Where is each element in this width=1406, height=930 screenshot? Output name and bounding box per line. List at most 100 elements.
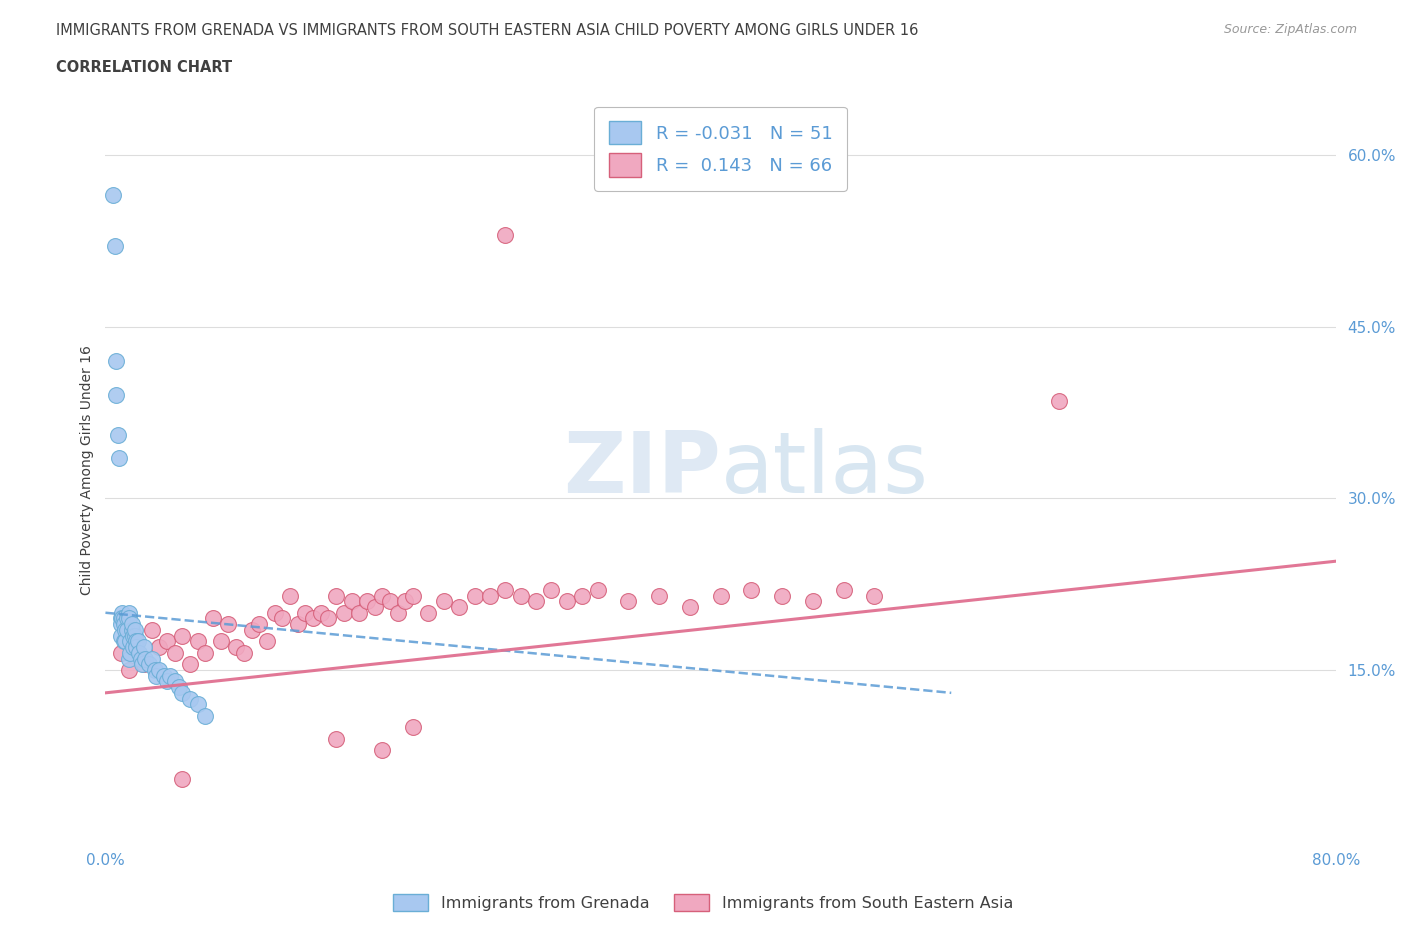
Point (371, 743, 394, 758)
Point (202, 611, 225, 626)
Point (148, 662, 170, 677)
Point (218, 617, 240, 631)
Point (801, 594, 824, 609)
Point (371, 588, 394, 603)
Point (114, 622, 136, 637)
Point (124, 628, 146, 643)
Legend: R = -0.031   N = 51, R =  0.143   N = 66: R = -0.031 N = 51, R = 0.143 N = 66 (595, 107, 846, 191)
Point (159, 669, 181, 684)
Point (110, 617, 132, 631)
Text: atlas: atlas (721, 428, 928, 512)
Point (402, 720, 425, 735)
Point (131, 657, 153, 671)
Point (287, 617, 309, 631)
Point (120, 645, 141, 660)
Point (108, 451, 131, 466)
Point (111, 611, 134, 626)
Point (356, 594, 378, 609)
Point (418, 605, 440, 620)
Point (172, 628, 194, 643)
Point (555, 594, 578, 609)
Point (832, 582, 855, 597)
Point (120, 634, 141, 649)
Point (571, 588, 593, 603)
Point (138, 657, 160, 671)
Text: IMMIGRANTS FROM GRENADA VS IMMIGRANTS FROM SOUTH EASTERN ASIA CHILD POVERTY AMON: IMMIGRANTS FROM GRENADA VS IMMIGRANTS FR… (56, 23, 918, 38)
Point (172, 685, 194, 700)
Point (187, 697, 209, 711)
Point (378, 594, 401, 609)
Point (112, 634, 135, 649)
Point (586, 582, 609, 597)
Point (129, 651, 152, 666)
Point (117, 662, 139, 677)
Point (179, 691, 201, 706)
Point (122, 628, 145, 643)
Point (148, 640, 170, 655)
Point (172, 771, 194, 786)
Point (121, 617, 143, 631)
Point (494, 228, 516, 243)
Point (333, 605, 356, 620)
Point (194, 709, 217, 724)
Point (402, 588, 425, 603)
Point (302, 611, 325, 626)
Point (112, 617, 135, 631)
Point (110, 628, 132, 643)
Point (132, 640, 155, 655)
Point (124, 622, 146, 637)
Point (540, 582, 562, 597)
Point (105, 388, 128, 403)
Point (156, 674, 179, 689)
Text: CORRELATION CHART: CORRELATION CHART (56, 60, 232, 75)
Point (271, 611, 294, 626)
Point (1047, 393, 1070, 408)
Point (464, 588, 486, 603)
Point (163, 674, 186, 689)
Point (115, 611, 138, 626)
Point (278, 588, 301, 603)
Point (247, 617, 270, 631)
Point (104, 239, 127, 254)
Point (117, 605, 139, 620)
Point (679, 600, 702, 615)
Point (225, 640, 247, 655)
Point (478, 588, 501, 603)
Point (125, 634, 148, 649)
Point (740, 582, 762, 597)
Point (117, 651, 139, 666)
Y-axis label: Child Poverty Among Girls Under 16: Child Poverty Among Girls Under 16 (80, 345, 94, 594)
Point (110, 645, 132, 660)
Point (169, 680, 191, 695)
Point (340, 594, 363, 609)
Point (125, 645, 148, 660)
Text: ZIP: ZIP (562, 428, 721, 512)
Point (163, 645, 186, 660)
Point (240, 622, 263, 637)
Point (156, 634, 179, 649)
Text: Source: ZipAtlas.com: Source: ZipAtlas.com (1223, 23, 1357, 36)
Point (121, 622, 143, 637)
Point (117, 611, 139, 626)
Point (179, 657, 201, 671)
Point (127, 634, 149, 649)
Point (143, 662, 166, 677)
Point (494, 582, 516, 597)
Point (325, 731, 347, 746)
Point (128, 645, 150, 660)
Point (263, 605, 285, 620)
Point (325, 588, 347, 603)
Point (105, 353, 128, 368)
Point (294, 605, 316, 620)
Point (648, 588, 671, 603)
Point (710, 588, 733, 603)
Point (125, 640, 148, 655)
Point (145, 669, 167, 684)
Point (111, 605, 134, 620)
Point (232, 645, 254, 660)
Point (114, 634, 136, 649)
Point (617, 594, 640, 609)
Point (509, 588, 531, 603)
Point (394, 594, 416, 609)
Point (141, 651, 163, 666)
